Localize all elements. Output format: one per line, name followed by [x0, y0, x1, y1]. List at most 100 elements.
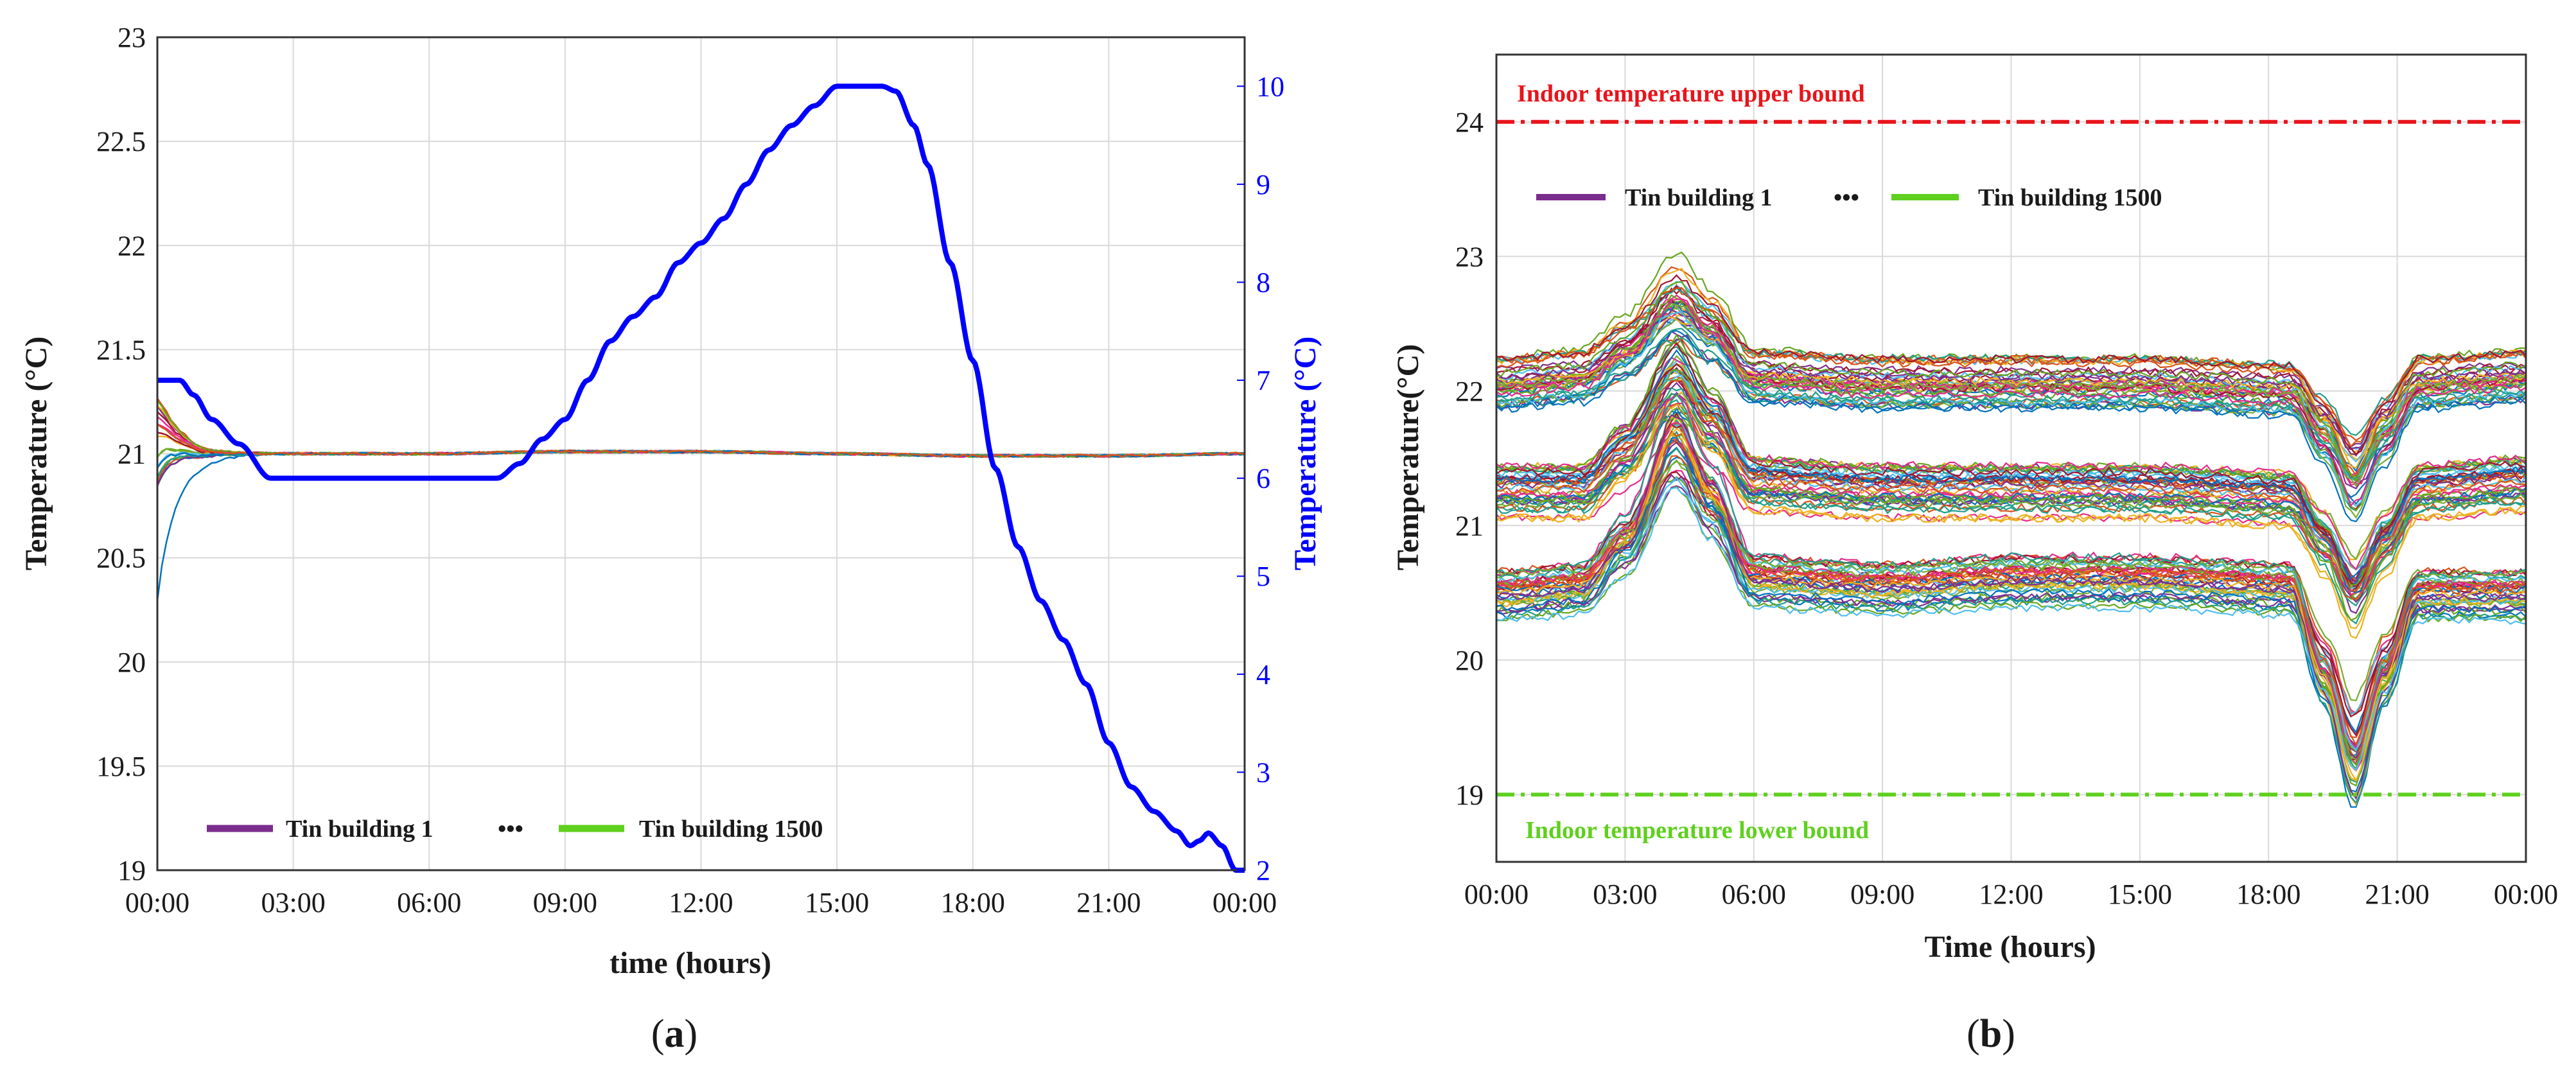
chart-b-building-line [1496, 460, 2527, 702]
chart-a-y-tick-label-right: 6 [1256, 463, 1270, 495]
chart-b-building-line [1496, 487, 2527, 771]
chart-a-outdoor-series [157, 83, 1245, 873]
chart-a-y-tick-label-right: 8 [1256, 267, 1270, 298]
chart-b-building-line [1496, 369, 2527, 621]
chart-b-building-line [1496, 392, 2527, 603]
chart-b-building-bands [1496, 251, 2527, 808]
chart-b-building-line [1496, 459, 2527, 760]
chart-a-panel-label-open: ( [651, 1012, 665, 1056]
chart-a-y-ticks-right: 2 3 4 5 6 7 8 9 10 [1237, 71, 1284, 886]
chart-a-x-tick-label: 09:00 [533, 887, 597, 918]
chart-b-building-line [1496, 274, 2527, 455]
chart-b-building-line [1496, 317, 2527, 473]
chart-b-x-tick-label: 00:00 [1464, 879, 1529, 910]
chart-a-y-tick-label-right: 5 [1256, 561, 1270, 592]
chart-b-y-tick-label: 24 [1455, 107, 1484, 138]
chart-a-building-line [156, 450, 1245, 469]
chart-b-building-line [1496, 298, 2527, 507]
chart-a-y-tick-label-left: 21.5 [96, 334, 146, 365]
chart-b-building-line [1496, 441, 2527, 759]
chart-b-building-line [1496, 421, 2527, 765]
chart-a-x-tick-label: 12:00 [669, 887, 733, 918]
chart-b-building-line [1496, 446, 2527, 757]
chart-a-x-tick-label: 21:00 [1076, 887, 1141, 918]
chart-a-panel-label-close: ) [685, 1012, 698, 1056]
chart-b-panel-label-close: ) [2002, 1012, 2015, 1056]
chart-a-panel-label: (a) [651, 1012, 697, 1056]
chart-b-building-line [1496, 294, 2527, 512]
chart-b-y-axis-title: Temperature(°C) [1391, 344, 1425, 570]
chart-b-building-line [1496, 302, 2527, 487]
legend-b-label-building-1: Tin building 1 [1625, 184, 1773, 211]
chart-b-x-tick-label: 15:00 [2108, 879, 2172, 910]
chart-a-y-tick-label-right: 9 [1256, 169, 1270, 200]
chart-b-x-axis-title: Time (hours) [1924, 930, 2096, 964]
chart-b-y-tick-label: 20 [1455, 645, 1484, 676]
chart-b-y-tick-label: 22 [1455, 376, 1484, 407]
chart-a-y-tick-label-left: 23 [118, 22, 146, 53]
chart-a-y-tick-label-left: 21 [118, 439, 146, 470]
chart-a-x-ticks: 00:00 03:00 06:00 09:00 12:00 15:00 18:00 21:00… [125, 887, 1277, 918]
chart-b-building-line [1496, 381, 2527, 582]
chart-a-y-tick-label-left: 19.5 [96, 751, 146, 782]
chart-b-x-tick-label: 18:00 [2236, 879, 2300, 910]
chart-b-legend: Tin building 1 ••• Tin building 1500 [1536, 184, 2162, 211]
chart-b-building-line [1496, 387, 2527, 625]
chart-b-upper-bound-label: Indoor temperature upper bound [1517, 80, 1865, 107]
chart-b-panel-label: (b) [1967, 1012, 2015, 1056]
chart-a-x-tick-label: 00:00 [125, 887, 189, 918]
legend-b-label-building-1500: Tin building 1500 [1978, 184, 2162, 211]
chart-a-y-tick-label-right: 10 [1256, 71, 1284, 102]
chart-a-outdoor-line [157, 83, 1245, 873]
chart-b-building-line [1496, 374, 2527, 590]
chart-a-x-tick-label: 00:00 [1213, 887, 1277, 918]
chart-a-y-ticks-left: 19 19.5 20 20.5 21 21.5 22 22.5 23 [96, 22, 146, 886]
chart-b-building-line [1496, 473, 2527, 753]
chart-a-y-tick-label-left: 19 [118, 855, 146, 886]
chart-b-x-tick-label: 09:00 [1850, 879, 1914, 910]
chart-b: 00:00 03:00 06:00 09:00 12:00 15:00 18:00 21:00… [1391, 53, 2558, 1056]
chart-b-building-line [1496, 391, 2527, 639]
chart-b-building-line [1496, 287, 2527, 448]
chart-b-y-tick-label: 19 [1455, 779, 1484, 810]
chart-a-y-axis-title-left: Temperature (°C) [19, 337, 53, 570]
chart-b-building-line [1496, 329, 2527, 498]
legend-b-ellipsis: ••• [1834, 184, 1859, 211]
chart-b-panel-label-letter: b [1980, 1012, 2002, 1056]
chart-b-building-line [1496, 416, 2527, 782]
chart-b-x-ticks: 00:00 03:00 06:00 09:00 12:00 15:00 18:00 21:00… [1464, 879, 2558, 910]
chart-a-y-tick-label-right: 3 [1256, 757, 1270, 788]
chart-a-y-tick-label-right: 2 [1256, 855, 1270, 886]
chart-b-x-tick-label: 03:00 [1593, 879, 1657, 910]
chart-a-plot-frame [156, 36, 1246, 871]
chart-a-y-tick-label-left: 22.5 [96, 126, 146, 157]
chart-b-y-ticks: 19 20 21 22 23 24 [1455, 107, 1484, 811]
chart-b-building-line [1496, 266, 2527, 477]
chart-b-building-line [1496, 349, 2527, 593]
chart-b-building-line [1496, 363, 2527, 561]
chart-b-building-line [1496, 342, 2527, 593]
chart-a-y-axis-title-right: Temperature (°C) [1288, 337, 1322, 570]
chart-b-x-tick-label: 21:00 [2365, 879, 2430, 910]
chart-b-x-tick-label: 12:00 [1979, 879, 2043, 910]
chart-b-building-line [1496, 447, 2527, 804]
chart-a-x-tick-label: 15:00 [805, 887, 869, 918]
chart-a-y-tick-label-right: 4 [1256, 659, 1270, 690]
chart-a-x-axis-title: time (hours) [609, 946, 771, 980]
chart-b-building-line [1496, 330, 2527, 490]
chart-b-grid [1496, 55, 2526, 862]
chart-b-plot-frame [1495, 53, 2527, 863]
chart-a-panel-label-letter: a [665, 1012, 685, 1056]
chart-b-panel-label-open: ( [1967, 1012, 1980, 1056]
chart-b-building-line [1496, 301, 2527, 523]
chart-a: 00:00 03:00 06:00 09:00 12:00 15:00 18:00 21:00… [19, 22, 1322, 1056]
chart-a-x-tick-label: 18:00 [941, 887, 1005, 918]
chart-b-lower-bound-label: Indoor temperature lower bound [1525, 817, 1869, 844]
chart-b-y-tick-label: 21 [1455, 510, 1484, 541]
chart-b-building-line [1496, 317, 2527, 450]
chart-b-x-tick-label: 00:00 [2494, 879, 2558, 910]
chart-a-y-tick-label-left: 22 [118, 230, 146, 261]
chart-b-building-line [1496, 310, 2527, 507]
legend-a-label-building-1500: Tin building 1500 [639, 816, 823, 843]
